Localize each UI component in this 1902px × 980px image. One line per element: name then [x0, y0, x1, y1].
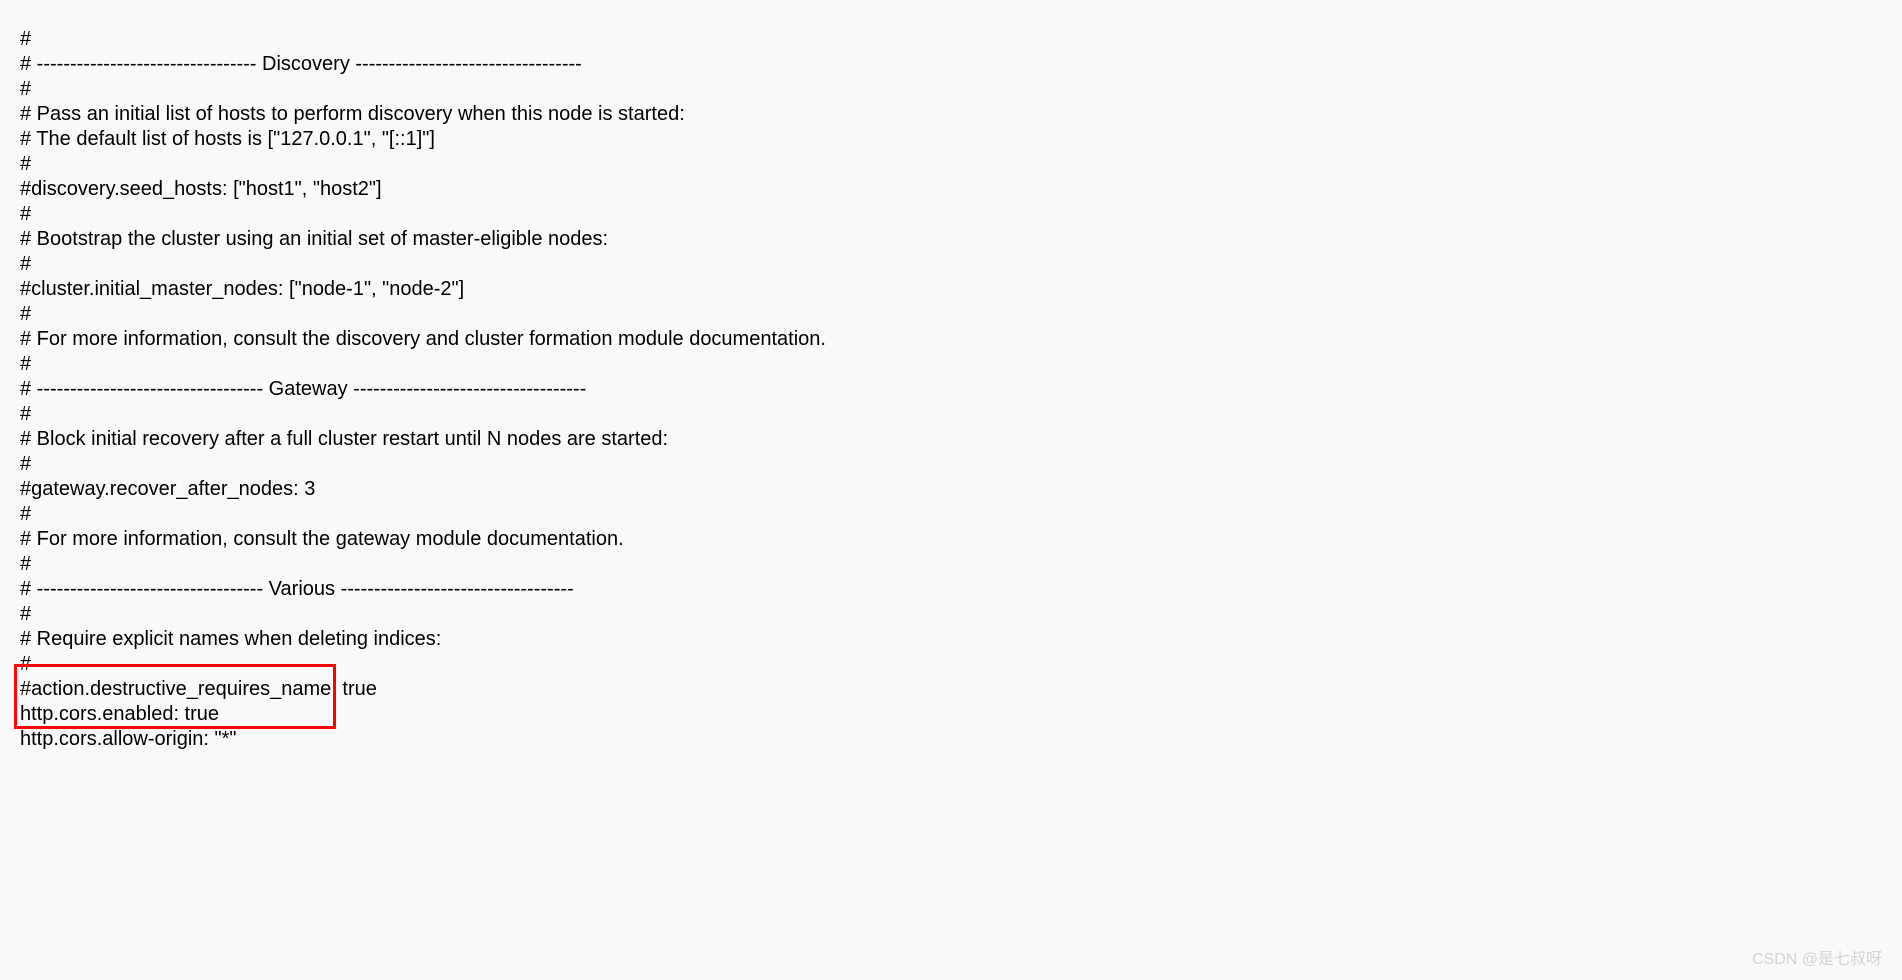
config-line: #discovery.seed_hosts: ["host1", "host2"…: [20, 178, 382, 200]
config-line: http.cors.allow-origin: "*": [20, 728, 237, 750]
config-line: # --------------------------------- Disc…: [20, 53, 582, 75]
config-line: # For more information, consult the gate…: [20, 528, 624, 550]
config-line: # ---------------------------------- Var…: [20, 578, 574, 600]
config-line: #action.destructive_requires_name: true: [20, 678, 377, 700]
config-line: #: [20, 603, 31, 625]
config-line: #: [20, 253, 31, 275]
config-line: #: [20, 503, 31, 525]
config-line: #: [20, 78, 31, 100]
config-line: # Block initial recovery after a full cl…: [20, 428, 668, 450]
config-line: #: [20, 28, 31, 50]
config-line: # The default list of hosts is ["127.0.0…: [20, 128, 435, 150]
config-line: # Require explicit names when deleting i…: [20, 628, 441, 650]
config-text-block: # # --------------------------------- Di…: [0, 0, 1902, 752]
config-line: #gateway.recover_after_nodes: 3: [20, 478, 315, 500]
config-line: #: [20, 303, 31, 325]
config-line: #: [20, 203, 31, 225]
watermark-text: CSDN @是七叔呀: [1752, 950, 1882, 970]
config-line: # ---------------------------------- Gat…: [20, 378, 586, 400]
config-line: #: [20, 153, 31, 175]
config-line: #: [20, 453, 31, 475]
config-line: #: [20, 403, 31, 425]
config-line: # Bootstrap the cluster using an initial…: [20, 228, 608, 250]
config-line: #: [20, 553, 31, 575]
config-line: # Pass an initial list of hosts to perfo…: [20, 103, 685, 125]
config-line: #: [20, 353, 31, 375]
config-line: http.cors.enabled: true: [20, 703, 219, 725]
config-line: # For more information, consult the disc…: [20, 328, 826, 350]
config-line: #cluster.initial_master_nodes: ["node-1"…: [20, 278, 464, 300]
config-line: #: [20, 653, 31, 675]
